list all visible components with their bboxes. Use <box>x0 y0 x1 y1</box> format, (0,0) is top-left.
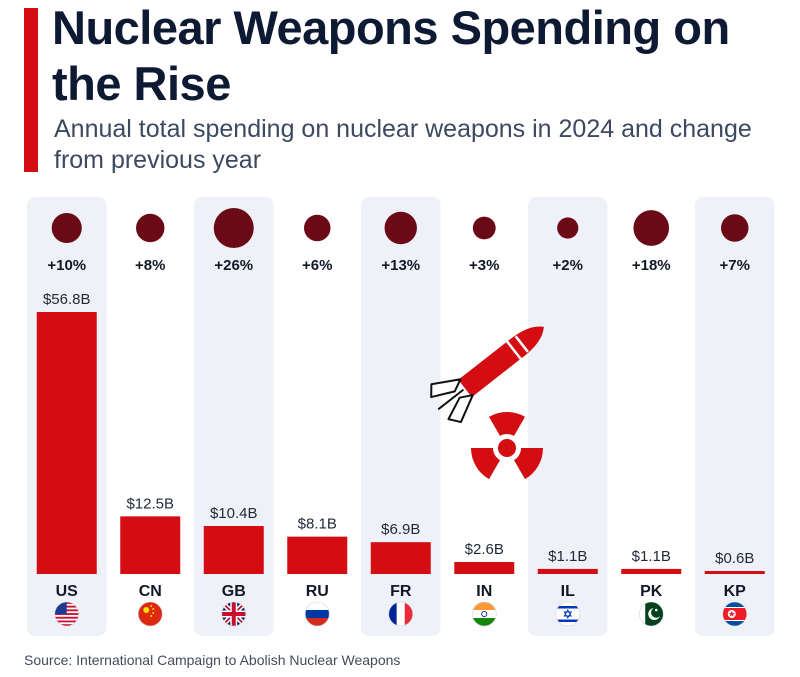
radiation-icon <box>471 412 543 480</box>
column-fr: +13% $6.9B FR <box>361 197 441 636</box>
missile-band <box>506 340 522 360</box>
category-label: IL <box>561 583 575 600</box>
bar-il <box>537 568 598 574</box>
missile-fins <box>430 378 474 424</box>
us-flag-icon <box>54 601 80 627</box>
flag-graphic <box>555 602 580 626</box>
category-label: GB <box>222 583 246 600</box>
radiation-core <box>498 439 516 457</box>
category-label: CN <box>139 583 162 600</box>
flag-border <box>722 601 748 627</box>
flag-graphic <box>722 602 747 626</box>
column-kp: +7% $0.6B KP <box>695 197 775 636</box>
flag-graphic <box>221 602 246 626</box>
fr-flag-icon <box>388 601 414 627</box>
cn-flag-icon <box>137 601 163 627</box>
flag-border <box>304 601 330 627</box>
flag-border <box>471 601 497 627</box>
value-label: $1.1B <box>632 548 671 565</box>
change-bubble <box>557 217 579 239</box>
column-cn: +8% $12.5B CN <box>120 213 181 627</box>
pk-flag-icon <box>638 601 664 627</box>
flag-graphic <box>138 602 163 626</box>
bar-in <box>454 562 515 574</box>
bar-cn <box>120 516 181 574</box>
bar-ru <box>287 536 348 574</box>
category-label: PK <box>640 583 663 600</box>
column-panel <box>361 197 441 636</box>
column-us: +10% $56.8B US <box>27 197 107 636</box>
flag-border <box>54 601 80 627</box>
flag-graphic <box>388 602 413 626</box>
flag-border <box>137 601 163 627</box>
category-label: RU <box>306 583 329 600</box>
change-label: +6% <box>302 257 332 274</box>
flag-border <box>638 601 664 627</box>
change-bubble <box>384 211 417 245</box>
bar-us <box>36 312 97 574</box>
value-label: $6.9B <box>381 521 420 538</box>
value-label: $2.6B <box>465 541 504 558</box>
bar-pk <box>621 568 682 574</box>
change-bubble <box>472 216 496 240</box>
bar-gb <box>203 526 264 574</box>
flag-graphic <box>305 602 330 626</box>
change-label: +18% <box>632 257 671 274</box>
flag-graphic <box>639 602 664 626</box>
change-bubble <box>721 214 749 242</box>
change-bubble <box>213 208 254 248</box>
category-label: KP <box>724 583 747 600</box>
column-gb: +26% $10.4B GB <box>194 197 274 636</box>
category-label: IN <box>476 583 492 600</box>
change-bubble <box>633 210 670 246</box>
category-label: FR <box>390 583 412 600</box>
change-label: +2% <box>553 257 583 274</box>
flag-border <box>555 601 581 627</box>
bar-fr <box>370 542 431 574</box>
title-accent-bar <box>24 8 38 172</box>
column-panel <box>695 197 775 636</box>
value-label: $1.1B <box>548 548 587 565</box>
missile-radiation-icon <box>430 326 544 480</box>
radiation-blade <box>489 412 525 436</box>
category-label: US <box>56 583 79 600</box>
column-il: +2% $1.1B IL <box>528 197 608 636</box>
flag-border <box>388 601 414 627</box>
change-label: +7% <box>720 257 750 274</box>
radiation-blade <box>471 448 500 480</box>
missile-band <box>514 335 529 353</box>
value-label: $56.8B <box>43 291 91 308</box>
radiation-blade <box>514 448 543 480</box>
value-label: $8.1B <box>298 516 337 533</box>
flag-graphic <box>472 602 497 626</box>
column-panel <box>528 197 608 636</box>
column-pk: +18% $1.1B PK <box>621 210 682 627</box>
missile-icon <box>430 326 544 424</box>
change-bubble <box>51 212 82 244</box>
chart-title: Nuclear Weapons Spending on the Rise <box>52 1 730 110</box>
change-label: +8% <box>135 257 165 274</box>
change-label: +10% <box>47 257 86 274</box>
value-label: $0.6B <box>715 550 754 567</box>
in-flag-icon <box>471 601 497 627</box>
column-in: +3% $2.6B IN <box>454 216 515 627</box>
column-ru: +6% $8.1B RU <box>287 214 348 627</box>
gb-flag-icon <box>221 601 247 627</box>
change-bubble <box>304 214 331 242</box>
chart-subtitle: Annual total spending on nuclear weapons… <box>54 115 752 174</box>
change-label: +26% <box>214 257 253 274</box>
change-bubble <box>136 213 165 243</box>
bar-kp <box>704 571 765 574</box>
kp-flag-icon <box>722 601 748 627</box>
value-label: $12.5B <box>126 495 174 512</box>
flag-border <box>221 601 247 627</box>
change-label: +3% <box>469 257 499 274</box>
value-label: $10.4B <box>210 505 258 522</box>
change-label: +13% <box>381 257 420 274</box>
source-note: Source: International Campaign to Abolis… <box>24 652 401 668</box>
il-flag-icon <box>555 601 581 627</box>
ru-flag-icon <box>304 601 330 627</box>
